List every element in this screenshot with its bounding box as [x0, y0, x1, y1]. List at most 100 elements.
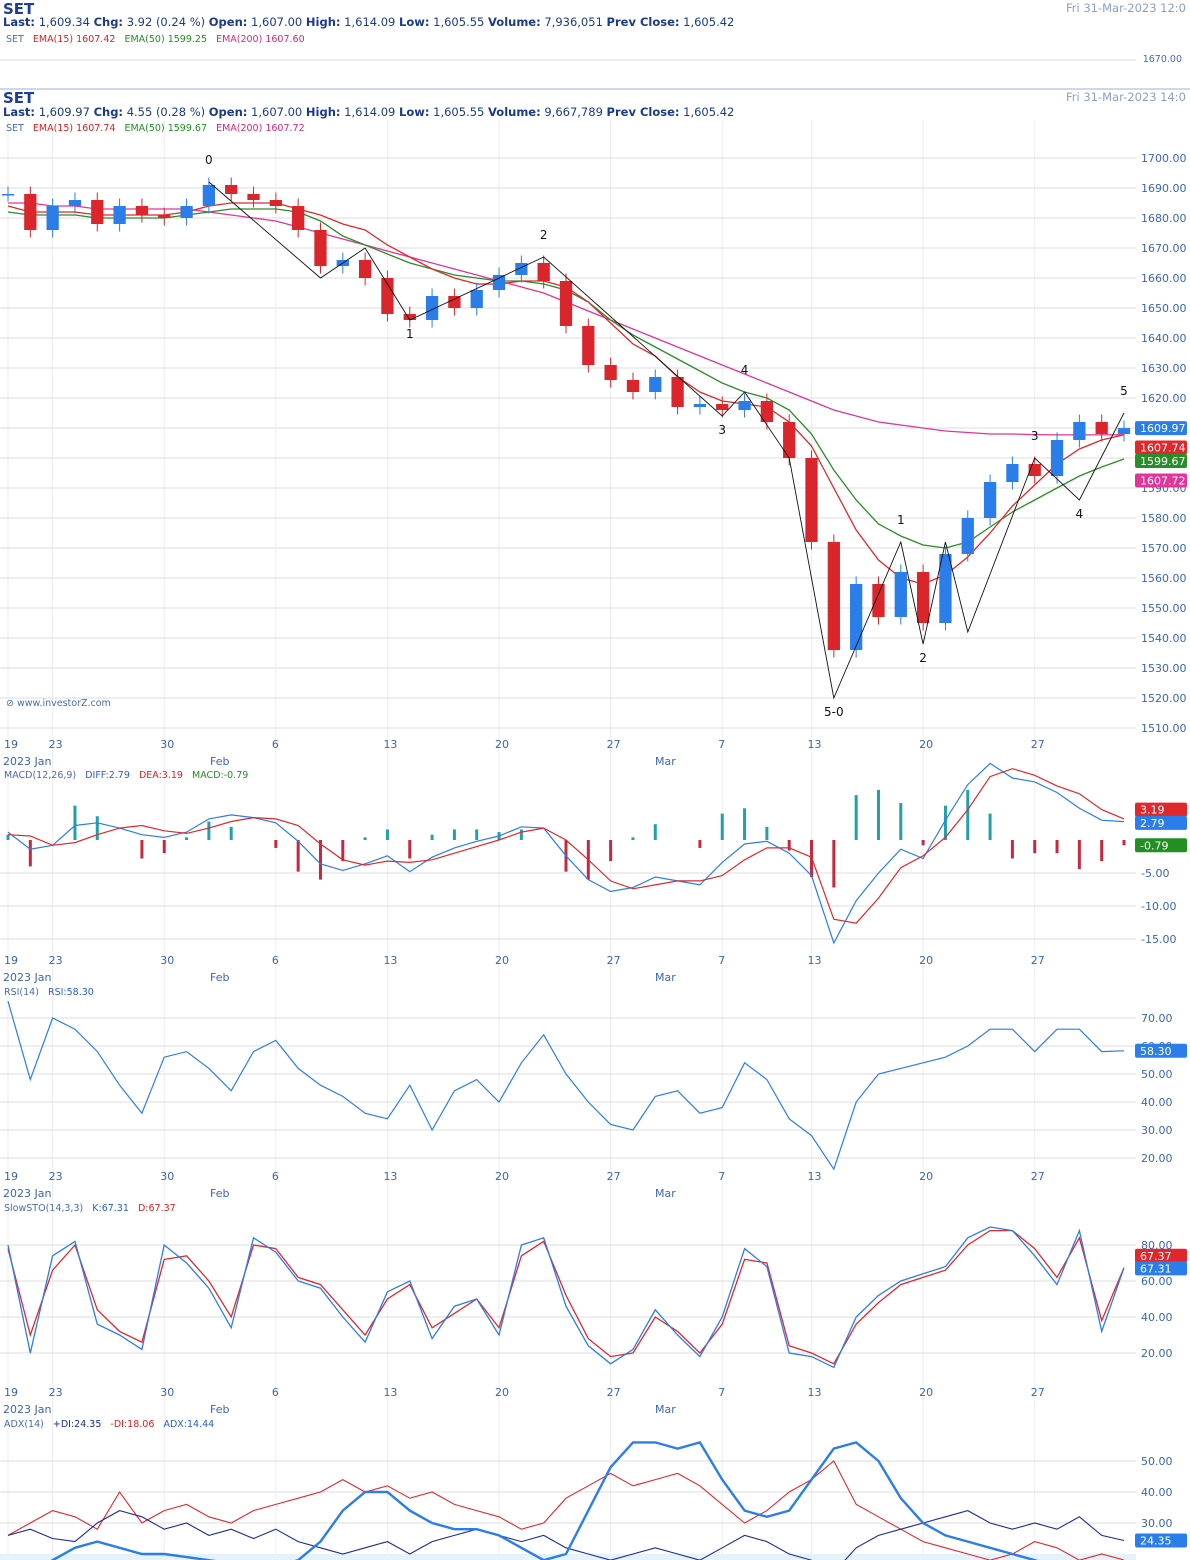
candle-body — [760, 401, 774, 422]
candle-body — [1117, 428, 1131, 434]
price-y-tick: 1650.00 — [1141, 302, 1187, 315]
macd-legend: MACD(12,26,9) DIFF:2.79 DEA:3.19 MACD:-0… — [4, 770, 248, 781]
candle-body — [537, 263, 550, 281]
adx-plus-di-path — [7, 1510, 1125, 1560]
candle-body — [158, 215, 171, 218]
x-month-tick: 2023 Jan — [3, 1403, 51, 1416]
top-prev-value: 1,605.42 — [683, 15, 735, 29]
badge-macd-dea-box — [1135, 802, 1187, 817]
x-day-tick: 27 — [607, 1386, 621, 1399]
candle-body — [559, 281, 573, 326]
x-day-tick: 13 — [383, 738, 397, 751]
wave-label: 4 — [1076, 507, 1084, 521]
rsi-legend-value: RSI:58.30 — [48, 987, 94, 998]
candles — [1, 177, 1131, 658]
candle-body — [46, 206, 59, 230]
badge-ema15: 1607.74 — [1140, 442, 1186, 455]
candle-body — [671, 377, 684, 407]
wave-label: 2 — [540, 228, 548, 242]
x-day-tick: 30 — [160, 1170, 174, 1183]
badge-ema50: 1599.67 — [1140, 455, 1186, 468]
candle-body — [269, 200, 282, 206]
candle-body — [738, 401, 751, 410]
main-symbol: SET — [3, 89, 35, 107]
price-y-tick: 1660.00 — [1141, 272, 1187, 285]
price-y-tick: 1550.00 — [1141, 602, 1187, 615]
badge-sto-d: 67.37 — [1140, 1250, 1172, 1263]
top-volume-value: 7,936,051 — [544, 15, 603, 29]
badge-ema200-box — [1135, 473, 1187, 488]
badge-sto-d-box — [1135, 1248, 1187, 1263]
macd-legend-diff: DIFF:2.79 — [85, 770, 130, 781]
candle-body — [961, 518, 974, 554]
x-day-tick: 6 — [272, 738, 279, 751]
x-day-tick: 6 — [272, 1386, 279, 1399]
sto-legend: SlowSTO(14,3,3) K:67.31 D:67.37 — [4, 1203, 176, 1214]
main-open-label: Open: — [208, 105, 248, 119]
x-day-tick: 27 — [1031, 1170, 1045, 1183]
x-day-tick: 23 — [49, 738, 63, 751]
macd-legend-name: MACD(12,26,9) — [4, 770, 77, 781]
adx-y-tick: 40.00 — [1141, 1486, 1173, 1499]
top-quote-line: Last: 1,609.34 Chg: 3.92 (0.24 %) Open: … — [3, 15, 734, 29]
rsi-y-tick: 40.00 — [1141, 1096, 1173, 1109]
x-month-tick: Mar — [655, 1187, 676, 1200]
adx-path — [50, 1440, 1039, 1560]
candle-body — [91, 200, 104, 224]
main-volume-label: Volume: — [488, 105, 541, 119]
candle-body — [448, 296, 461, 308]
wave-label: 3 — [1031, 429, 1039, 443]
candle-body — [1073, 422, 1086, 440]
adx-legend: ADX(14) +DI:24.35 -DI:18.06 ADX:14.44 — [4, 1419, 214, 1430]
main-high-value: 1,614.09 — [344, 105, 396, 119]
x-day-tick: 19 — [4, 738, 18, 751]
badge-adx: 24.35 — [1140, 1535, 1172, 1548]
price-y-tick: 1700.00 — [1141, 152, 1187, 165]
price-y-tick: 1680.00 — [1141, 212, 1187, 225]
price-y-tick: 1640.00 — [1141, 332, 1187, 345]
x-day-tick: 13 — [808, 1170, 822, 1183]
badge-macd: -0.79 — [1140, 839, 1168, 852]
elliott-wave-lines: 0 1 2 3 4 1 2 3 4 5-0 5 — [205, 153, 1128, 719]
rsi-y-tick: 50.00 — [1141, 1068, 1173, 1081]
adx-legend-name: ADX(14) — [4, 1419, 44, 1430]
candle-body — [582, 326, 595, 365]
candle-body — [381, 278, 394, 314]
main-date: Fri 31-Mar-2023 14:0 — [1066, 90, 1186, 104]
badge-rsi: 58.30 — [1140, 1045, 1172, 1058]
x-day-tick: 30 — [160, 1386, 174, 1399]
wave-label: 5 — [1120, 384, 1128, 398]
x-day-tick: 27 — [607, 738, 621, 751]
candle-body — [425, 296, 439, 320]
x-day-tick: 27 — [1031, 738, 1045, 751]
macd-y-tick: -5.00 — [1141, 867, 1169, 880]
main-low-value: 1,605.55 — [433, 105, 485, 119]
candle-body — [983, 482, 997, 518]
main-legend-ema200: EMA(200) 1607.72 — [216, 123, 305, 134]
top-legend-ema200: EMA(200) 1607.60 — [216, 34, 305, 45]
x-month-tick: Feb — [210, 971, 229, 984]
adx-y-tick: 50.00 — [1141, 1455, 1173, 1468]
candle-body — [626, 380, 640, 392]
candle-body — [314, 230, 327, 266]
badge-macd-box — [1135, 838, 1187, 853]
price-y-tick: 1540.00 — [1141, 632, 1187, 645]
main-high-label: High: — [305, 105, 341, 119]
x-month-tick: Feb — [210, 1403, 229, 1416]
top-legend-set: SET — [6, 34, 24, 45]
adx-y-tick: 30.00 — [1141, 1517, 1173, 1530]
top-low-value: 1,605.55 — [433, 15, 485, 29]
rsi-y-tick: 20.00 — [1141, 1152, 1173, 1165]
price-y-tick: 1570.00 — [1141, 542, 1187, 555]
x-day-tick: 20 — [919, 954, 933, 967]
badge-macd-dea: 3.19 — [1140, 804, 1165, 817]
x-day-tick: 7 — [718, 1386, 725, 1399]
x-month-tick: 2023 Jan — [3, 755, 51, 768]
main-open-value: 1,607.00 — [251, 105, 303, 119]
x-day-tick: 19 — [4, 954, 18, 967]
main-prev-label: Prev Close: — [606, 105, 680, 119]
top-high-label: High: — [305, 15, 341, 29]
top-date: Fri 31-Mar-2023 12:0 — [1066, 1, 1186, 15]
